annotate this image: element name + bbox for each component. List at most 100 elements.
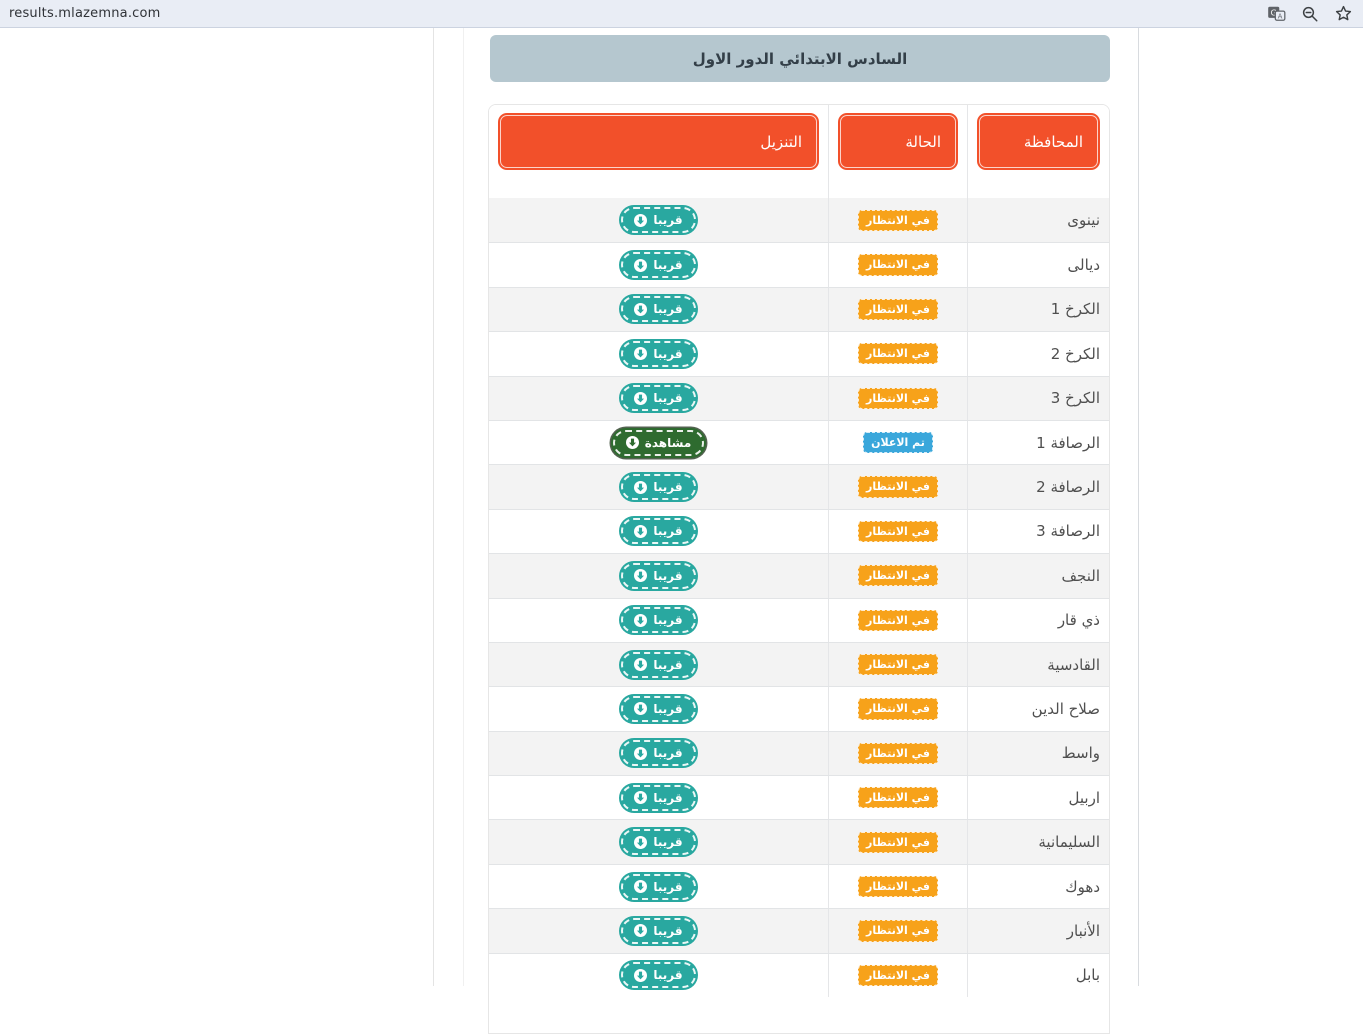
download-button[interactable]: قريبا <box>621 296 695 322</box>
arrow-circle-down-icon <box>634 702 647 715</box>
governorate-label: واسط <box>1062 744 1100 762</box>
download-button-label: قريبا <box>653 968 682 982</box>
url-text: results.mlazemna.com <box>0 6 161 21</box>
governorate-label: النجف <box>1062 567 1100 585</box>
download-button-label: قريبا <box>653 258 682 272</box>
governorate-label: الكرخ 1 <box>1051 300 1100 318</box>
download-button-label: قريبا <box>653 524 682 538</box>
download-button[interactable]: قريبا <box>621 607 695 633</box>
svg-text:A: A <box>1278 12 1283 20</box>
governorate-label: ذي قار <box>1058 611 1100 629</box>
governorate-label: اربيل <box>1069 789 1100 807</box>
download-button[interactable]: مشاهدة <box>613 430 704 456</box>
download-button[interactable]: قريبا <box>621 874 695 900</box>
table-row: الكرخ 1 في الانتظار قريبا <box>489 287 1109 331</box>
status-badge: في الانتظار <box>858 743 938 764</box>
governorate-label: ديالى <box>1068 256 1101 274</box>
download-button[interactable]: قريبا <box>621 829 695 855</box>
status-badge: في الانتظار <box>858 610 938 631</box>
table-row: الكرخ 3 في الانتظار قريبا <box>489 376 1109 420</box>
status-badge: في الانتظار <box>858 876 938 897</box>
table-row: ديالى في الانتظار قريبا <box>489 242 1109 286</box>
download-button-label: قريبا <box>653 613 682 627</box>
arrow-circle-down-icon <box>634 880 647 893</box>
status-badge: في الانتظار <box>858 343 938 364</box>
browser-topbar: results.mlazemna.com G A <box>0 0 1363 28</box>
status-badge: في الانتظار <box>858 521 938 542</box>
table-row: الرصافة 3 في الانتظار قريبا <box>489 509 1109 553</box>
download-button[interactable]: قريبا <box>621 252 695 278</box>
arrow-circle-down-icon <box>634 259 647 272</box>
download-button[interactable]: قريبا <box>621 474 695 500</box>
governorate-label: صلاح الدين <box>1032 700 1100 718</box>
status-badge: تم الاعلان <box>863 432 933 453</box>
arrow-circle-down-icon <box>626 436 639 449</box>
column-header-status[interactable]: الحالة <box>838 113 958 170</box>
results-page: السادس الابتدائي الدور الاول المحافظة ال… <box>0 28 1363 986</box>
arrow-circle-down-icon <box>634 569 647 582</box>
status-badge: في الانتظار <box>858 920 938 941</box>
download-button[interactable]: قريبا <box>621 563 695 589</box>
download-button-label: قريبا <box>653 347 682 361</box>
status-badge: في الانتظار <box>858 299 938 320</box>
download-button-label: مشاهدة <box>645 436 691 450</box>
table-row: السليمانية في الانتظار قريبا <box>489 819 1109 863</box>
status-badge: في الانتظار <box>858 210 938 231</box>
download-button[interactable]: قريبا <box>621 740 695 766</box>
download-button[interactable]: قريبا <box>621 385 695 411</box>
results-table: المحافظة الحالة التنزيل نينوى في الانتظا… <box>488 104 1110 1034</box>
download-button-label: قريبا <box>653 658 682 672</box>
governorate-label: الرصافة 3 <box>1036 522 1100 540</box>
governorate-label: القادسية <box>1047 656 1100 674</box>
arrow-circle-down-icon <box>634 214 647 227</box>
download-button[interactable]: قريبا <box>621 918 695 944</box>
governorate-label: الكرخ 2 <box>1051 345 1100 363</box>
column-header-download[interactable]: التنزيل <box>498 113 819 170</box>
arrow-circle-down-icon <box>634 969 647 982</box>
table-row: الرصافة 1 تم الاعلان مشاهدة <box>489 420 1109 464</box>
download-button[interactable]: قريبا <box>621 785 695 811</box>
governorate-label: بابل <box>1076 966 1100 984</box>
download-button-label: قريبا <box>653 480 682 494</box>
page-title: السادس الابتدائي الدور الاول <box>490 35 1110 82</box>
download-button[interactable]: قريبا <box>621 207 695 233</box>
arrow-circle-down-icon <box>634 481 647 494</box>
status-badge: في الانتظار <box>858 565 938 586</box>
download-button[interactable]: قريبا <box>621 696 695 722</box>
table-row: اربيل في الانتظار قريبا <box>489 775 1109 819</box>
status-badge: في الانتظار <box>858 832 938 853</box>
download-button-label: قريبا <box>653 746 682 760</box>
download-button[interactable]: قريبا <box>621 518 695 544</box>
table-row: دهوك في الانتظار قريبا <box>489 864 1109 908</box>
table-row: الرصافة 2 في الانتظار قريبا <box>489 464 1109 508</box>
status-badge: في الانتظار <box>858 254 938 275</box>
translate-icon[interactable]: G A <box>1267 4 1286 23</box>
table-row: ذي قار في الانتظار قريبا <box>489 598 1109 642</box>
table-row: واسط في الانتظار قريبا <box>489 731 1109 775</box>
arrow-circle-down-icon <box>634 747 647 760</box>
governorate-label: الأنبار <box>1067 922 1100 940</box>
bookmark-star-icon[interactable] <box>1334 4 1353 23</box>
column-header-governorate[interactable]: المحافظة <box>977 113 1100 170</box>
table-row: الكرخ 2 في الانتظار قريبا <box>489 331 1109 375</box>
governorate-label: الكرخ 3 <box>1051 389 1100 407</box>
arrow-circle-down-icon <box>634 614 647 627</box>
download-button[interactable]: قريبا <box>621 341 695 367</box>
arrow-circle-down-icon <box>634 392 647 405</box>
governorate-label: الرصافة 2 <box>1036 478 1100 496</box>
arrow-circle-down-icon <box>634 303 647 316</box>
arrow-circle-down-icon <box>634 525 647 538</box>
download-button-label: قريبا <box>653 791 682 805</box>
download-button[interactable]: قريبا <box>621 962 695 988</box>
status-badge: في الانتظار <box>858 388 938 409</box>
table-row: القادسية في الانتظار قريبا <box>489 642 1109 686</box>
status-badge: في الانتظار <box>858 698 938 719</box>
download-button[interactable]: قريبا <box>621 652 695 678</box>
download-button-label: قريبا <box>653 213 682 227</box>
table-body: نينوى في الانتظار قريبا ديالى في الانتظا… <box>489 198 1109 997</box>
governorate-label: نينوى <box>1067 211 1100 229</box>
governorate-label: الرصافة 1 <box>1036 434 1100 452</box>
arrow-circle-down-icon <box>634 924 647 937</box>
status-badge: في الانتظار <box>858 476 938 497</box>
zoom-out-icon[interactable] <box>1301 5 1319 23</box>
